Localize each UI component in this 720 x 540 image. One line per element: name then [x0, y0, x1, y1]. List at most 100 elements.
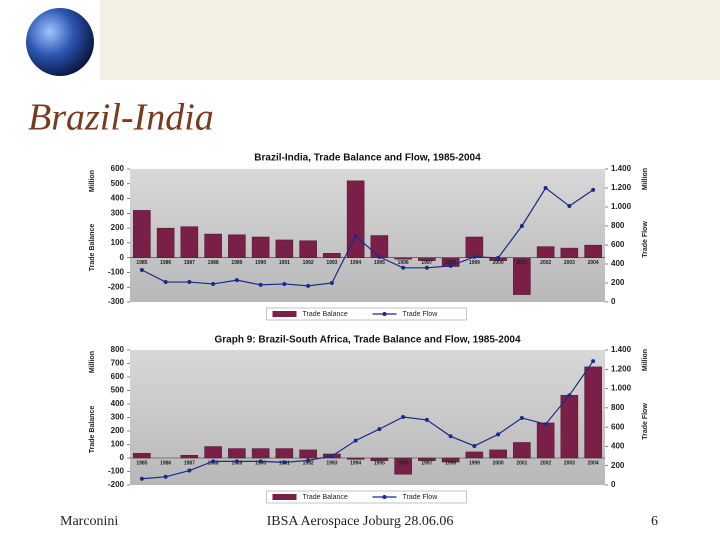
bar — [251, 448, 270, 459]
y2-tick-label: 1.200 — [611, 364, 632, 373]
y2-axis-title: Trade Flow — [642, 221, 649, 258]
y2-tick-label: 200 — [611, 278, 625, 287]
slide-title: Brazil-India — [28, 97, 214, 139]
y-tick-label: -200 — [108, 282, 125, 291]
x-tick-label: 2002 — [540, 260, 551, 266]
x-tick-label: 1985 — [136, 260, 147, 266]
x-tick-label: 1987 — [184, 260, 195, 266]
x-tick-label: 1996 — [398, 260, 409, 266]
y-axis-unit: Million — [89, 170, 96, 192]
bar — [156, 227, 175, 258]
bar — [180, 455, 199, 459]
legend-label: Trade Flow — [403, 311, 439, 318]
bar — [299, 240, 317, 258]
bar — [275, 239, 294, 258]
line-point — [401, 415, 406, 420]
x-tick-label: 2004 — [588, 460, 599, 466]
x-tick-label: 1985 — [136, 460, 147, 466]
x-tick-label: 2004 — [588, 260, 599, 266]
bar — [133, 453, 151, 459]
bar — [228, 448, 246, 459]
line-point — [139, 267, 144, 272]
y-tick-label: 400 — [111, 194, 125, 203]
line-point — [472, 443, 477, 448]
line-point — [163, 280, 168, 285]
chart-title: Graph 9: Brazil-South Africa, Trade Bala… — [214, 335, 520, 346]
x-tick-label: 1994 — [350, 460, 361, 466]
map-background — [100, 0, 720, 80]
bar — [228, 234, 246, 258]
x-tick-label: 1994 — [350, 260, 361, 266]
y-tick-label: -200 — [108, 480, 125, 489]
y-axis-title: Trade Balance — [89, 406, 96, 454]
x-tick-label: 1997 — [421, 260, 432, 266]
y-tick-label: 100 — [111, 238, 125, 247]
legend-swatch-point — [382, 495, 387, 499]
line-point — [306, 458, 311, 463]
line-point — [591, 187, 596, 192]
y-axis-unit: Million — [89, 351, 96, 373]
line-point — [234, 278, 239, 283]
line-point — [187, 468, 192, 473]
footer-center: IBSA Aerospace Joburg 28.06.06 — [267, 514, 454, 529]
bar — [299, 449, 317, 459]
x-tick-label: 1998 — [445, 460, 456, 466]
chart-title: Brazil-India, Trade Balance and Flow, 19… — [254, 153, 481, 164]
y2-tick-label: 400 — [611, 259, 625, 268]
line-point — [234, 459, 239, 464]
y-axis-title: Trade Balance — [89, 224, 96, 272]
legend-swatch-point — [382, 312, 387, 316]
y2-tick-label: 800 — [611, 403, 625, 412]
y2-tick-label: 0 — [611, 480, 616, 489]
line-point — [424, 417, 429, 422]
footer-right: 6 — [651, 514, 658, 529]
line-point — [401, 265, 406, 270]
bar — [204, 233, 222, 258]
line — [141, 187, 594, 287]
y2-tick-label: 1.000 — [611, 202, 632, 211]
y-tick-label: 300 — [111, 208, 125, 217]
legend-swatch — [272, 311, 297, 317]
legend-swatch — [272, 494, 297, 500]
y2-axis-unit: Million — [642, 168, 649, 190]
y2-tick-label: 1.400 — [611, 345, 632, 354]
bar — [251, 236, 270, 258]
line-point — [211, 459, 216, 464]
y2-tick-label: 800 — [611, 221, 625, 230]
y-tick-label: 600 — [111, 372, 125, 381]
bar — [465, 236, 484, 258]
line-point — [496, 255, 501, 260]
y-tick-label: 0 — [120, 453, 125, 462]
plot-area — [130, 350, 605, 485]
x-tick-label: 1989 — [231, 260, 242, 266]
x-tick-label: 1999 — [469, 460, 480, 466]
x-tick-label: 1988 — [208, 260, 219, 266]
bar — [489, 449, 507, 459]
plot-area — [130, 169, 605, 302]
line-point — [519, 415, 524, 420]
x-tick-label: 1990 — [255, 260, 266, 266]
line-point — [519, 224, 524, 228]
bar — [536, 246, 555, 258]
y-tick-label: 500 — [111, 386, 125, 395]
line-point — [448, 263, 453, 268]
line-point — [329, 281, 334, 285]
line-point — [567, 393, 572, 398]
y2-axis-unit: Million — [642, 349, 649, 371]
x-tick-label: 1987 — [184, 460, 195, 466]
line-point — [139, 476, 144, 481]
x-tick-label: 1995 — [374, 260, 385, 266]
line-point — [472, 254, 477, 259]
bar — [513, 442, 531, 459]
x-tick-label: 1986 — [160, 260, 171, 266]
y2-tick-label: 0 — [611, 297, 616, 306]
x-tick-label: 2003 — [564, 460, 575, 466]
line-point — [329, 454, 334, 459]
x-tick-label: 2000 — [493, 460, 504, 466]
x-tick-label: 1999 — [469, 260, 480, 266]
x-tick-label: 1992 — [303, 460, 314, 466]
y2-tick-label: 600 — [611, 240, 625, 249]
line-point — [377, 254, 382, 259]
y-tick-label: 800 — [111, 345, 125, 354]
